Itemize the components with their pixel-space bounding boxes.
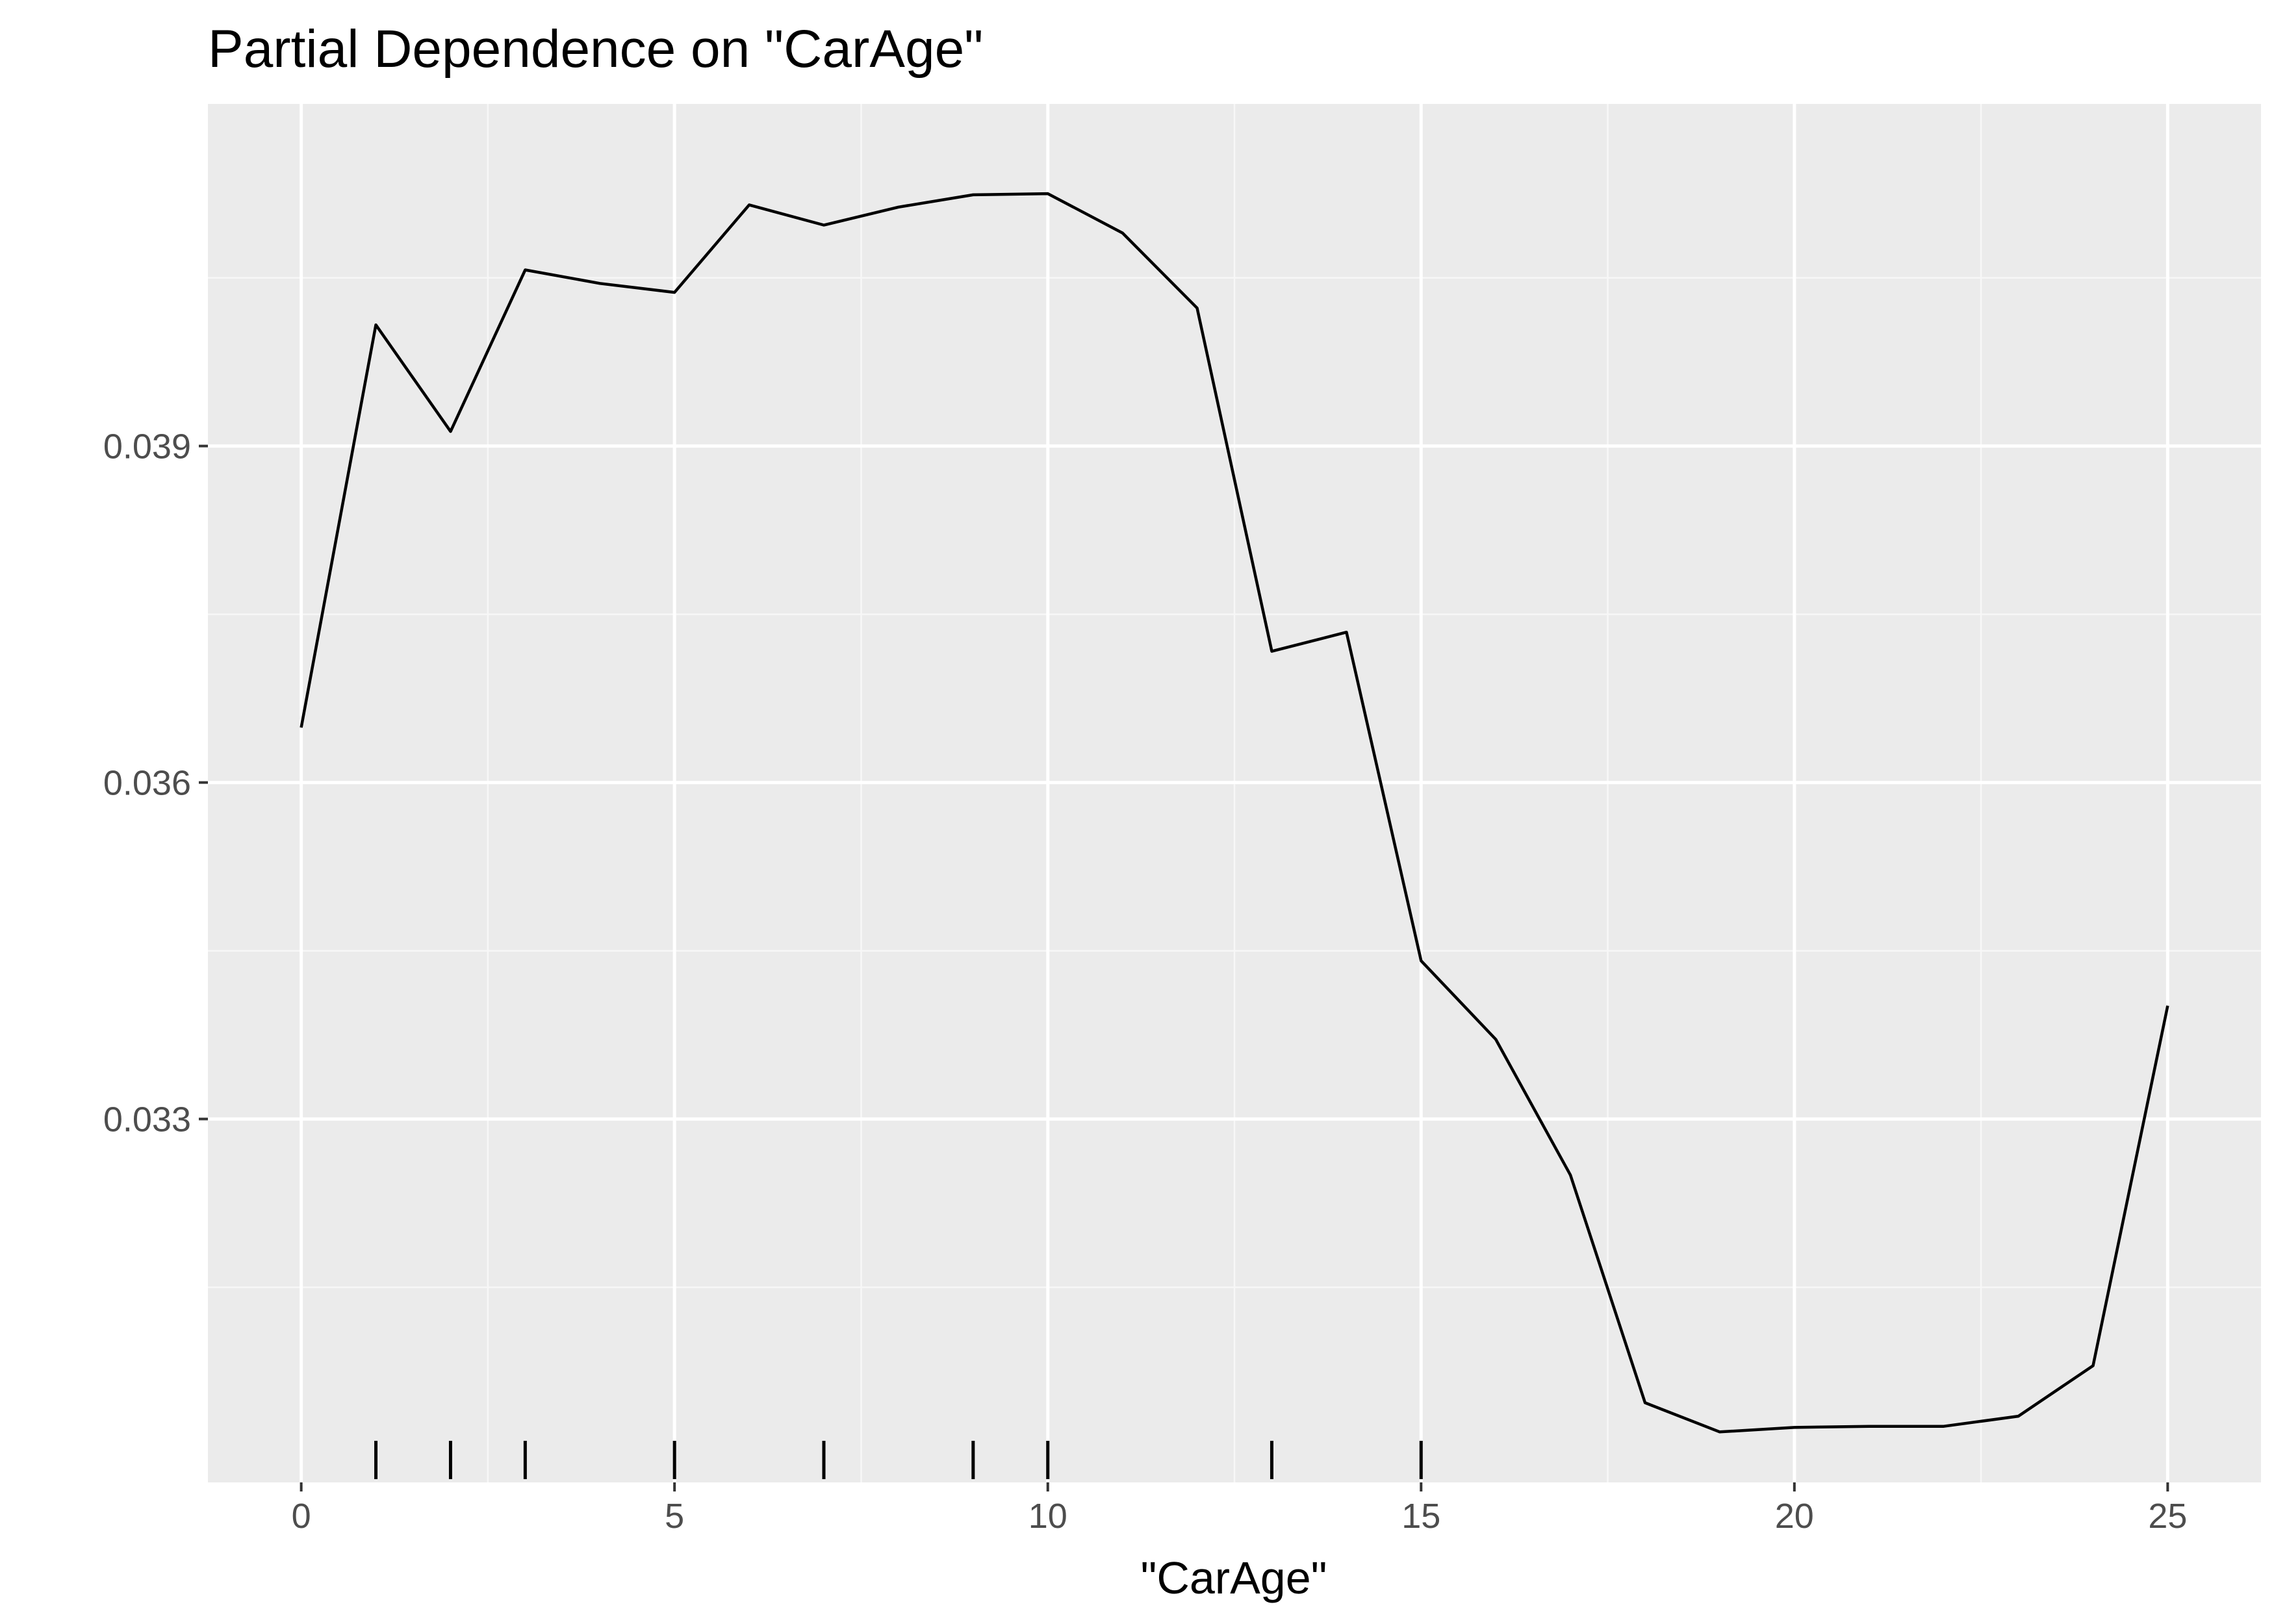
x-tick-label: 10	[1028, 1497, 1067, 1536]
line-point	[1942, 1425, 1946, 1428]
x-axis: 0 5 10 15 20 25	[292, 1482, 2187, 1536]
line-point	[598, 281, 602, 285]
x-tick-label: 25	[2148, 1497, 2187, 1536]
line-point	[523, 268, 527, 272]
y-tick-label: 0.036	[103, 764, 191, 803]
line-point	[1419, 959, 1423, 963]
line-point	[1195, 306, 1199, 310]
y-axis: 0.033 0.036 0.039	[103, 427, 208, 1139]
line-point	[1121, 231, 1125, 235]
line-point	[2091, 1364, 2095, 1367]
line-point	[1270, 650, 1273, 653]
line-point	[2017, 1414, 2021, 1418]
x-tick-label: 5	[665, 1497, 684, 1536]
x-tick-label: 0	[292, 1497, 311, 1536]
line-point	[1046, 192, 1050, 196]
x-tick-label: 20	[1775, 1497, 1814, 1536]
line-point	[822, 223, 826, 227]
line-point	[2165, 1004, 2169, 1008]
line-point	[300, 726, 303, 730]
chart-title: Partial Dependence on "CarAge"	[208, 19, 983, 79]
line-point	[672, 290, 676, 294]
line-point	[747, 203, 751, 207]
line-point	[374, 323, 378, 327]
line-point	[1718, 1430, 1722, 1434]
line-point	[1867, 1425, 1871, 1428]
minor-gridlines	[208, 104, 2261, 1482]
line-point	[1643, 1401, 1647, 1404]
y-tick-label: 0.033	[103, 1100, 191, 1139]
line-point	[971, 193, 975, 197]
rug-marks	[374, 1441, 1423, 1479]
line-point	[1793, 1425, 1796, 1429]
line-point	[897, 205, 901, 209]
line-point	[448, 429, 452, 433]
line-point	[1344, 630, 1348, 634]
y-tick-label: 0.039	[103, 427, 191, 466]
x-axis-title: "CarAge"	[1140, 1553, 1327, 1603]
line-point	[1494, 1037, 1498, 1041]
line-point	[1568, 1173, 1572, 1177]
x-tick-label: 15	[1401, 1497, 1440, 1536]
partial-dependence-line	[300, 192, 2169, 1434]
major-gridlines	[208, 104, 2261, 1482]
